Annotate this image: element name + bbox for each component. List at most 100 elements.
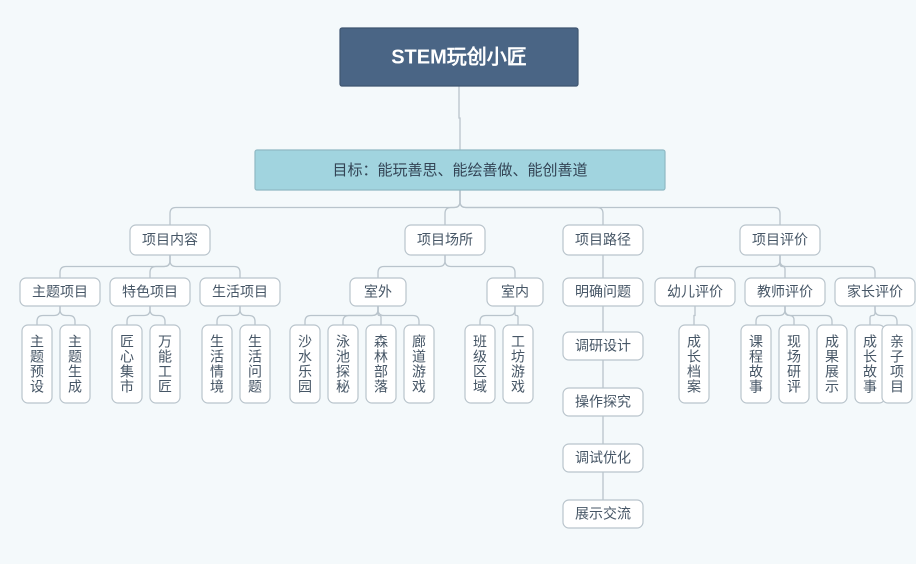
node-label: 成长档案 — [679, 325, 709, 403]
node-s13: 生活项目 — [200, 278, 280, 306]
connector — [127, 306, 150, 325]
node-l431: 成长故事 — [855, 325, 885, 403]
node-label: 生活问题 — [240, 325, 270, 403]
node-s21: 室外 — [350, 278, 406, 306]
node-label: 主题项目 — [32, 284, 88, 300]
node-c4: 项目评价 — [740, 225, 820, 255]
connector — [240, 306, 255, 325]
connector — [343, 306, 378, 325]
connector — [170, 190, 460, 225]
connector — [480, 306, 515, 325]
connector — [150, 255, 170, 278]
node-label: 森林部落 — [366, 325, 396, 403]
node-label: 成长故事 — [855, 325, 885, 403]
node-s41: 幼儿评价 — [655, 278, 735, 306]
node-root: STEM玩创小匠 — [340, 28, 578, 86]
node-label: 成果展示 — [817, 325, 847, 403]
node-p4: 调试优化 — [563, 444, 643, 472]
connector — [695, 255, 780, 278]
connector — [170, 255, 240, 278]
node-l221: 班级区域 — [465, 325, 495, 403]
connector — [217, 306, 240, 325]
connector — [37, 306, 60, 325]
connector — [875, 306, 897, 325]
node-l131: 生活情境 — [202, 325, 232, 403]
node-label: 项目路径 — [575, 232, 631, 248]
node-s42: 教师评价 — [745, 278, 825, 306]
node-label: 室内 — [501, 284, 529, 300]
node-p2: 调研设计 — [563, 332, 643, 360]
connector — [870, 306, 875, 325]
connector — [756, 306, 785, 325]
node-label: 廊道游戏 — [404, 325, 434, 403]
connector — [694, 306, 695, 325]
node-label: 亲子项目 — [882, 325, 912, 403]
node-label: 特色项目 — [122, 284, 178, 300]
node-s11: 主题项目 — [20, 278, 100, 306]
node-l213: 森林部落 — [366, 325, 396, 403]
connector — [378, 306, 419, 325]
node-l111: 主题预设 — [22, 325, 52, 403]
node-label: 目标：能玩善思、能绘善做、能创善道 — [332, 162, 587, 179]
node-label: 沙水乐园 — [290, 325, 320, 403]
node-goal: 目标：能玩善思、能绘善做、能创善道 — [255, 150, 665, 190]
node-c2: 项目场所 — [405, 225, 485, 255]
node-label: 现场研评 — [779, 325, 809, 403]
node-s12: 特色项目 — [110, 278, 190, 306]
node-label: 工坊游戏 — [503, 325, 533, 403]
node-label: 展示交流 — [575, 506, 631, 522]
connector — [445, 255, 515, 278]
nodes: STEM玩创小匠目标：能玩善思、能绘善做、能创善道项目内容 项目场所 项目路径 项目评… — [20, 28, 915, 528]
node-label: 生活项目 — [212, 284, 268, 300]
connector — [459, 86, 460, 150]
node-label: 课程故事 — [741, 325, 771, 403]
connector — [515, 306, 518, 325]
node-label: 教师评价 — [757, 284, 813, 300]
node-l222: 工坊游戏 — [503, 325, 533, 403]
node-label: 操作探究 — [575, 394, 631, 410]
node-l112: 主题生成 — [60, 325, 90, 403]
node-label: 万能工匠 — [150, 325, 180, 403]
node-label: 明确问题 — [575, 284, 631, 300]
connector — [460, 190, 780, 225]
node-s43: 家长评价 — [835, 278, 915, 306]
node-label: 项目场所 — [417, 232, 473, 248]
node-label: 匠心集市 — [112, 325, 142, 403]
node-label: 主题生成 — [60, 325, 90, 403]
connector — [150, 306, 165, 325]
node-label: STEM玩创小匠 — [391, 44, 527, 68]
node-l421: 课程故事 — [741, 325, 771, 403]
node-l132: 生活问题 — [240, 325, 270, 403]
node-l122: 万能工匠 — [150, 325, 180, 403]
node-label: 幼儿评价 — [667, 284, 723, 300]
node-c3: 项目路径 — [563, 225, 643, 255]
org-chart: STEM玩创小匠目标：能玩善思、能绘善做、能创善道项目内容 项目场所 项目路径 项目评… — [0, 0, 916, 564]
node-label: 调研设计 — [575, 338, 631, 354]
node-p5: 展示交流 — [563, 500, 643, 528]
node-l211: 沙水乐园 — [290, 325, 320, 403]
connector — [60, 306, 75, 325]
node-label: 班级区域 — [465, 325, 495, 403]
node-label: 项目内容 — [142, 232, 198, 248]
node-l423: 成果展示 — [817, 325, 847, 403]
connector — [785, 306, 832, 325]
node-label: 室外 — [364, 284, 392, 300]
node-label: 项目评价 — [752, 232, 808, 248]
connector — [378, 255, 445, 278]
node-l422: 现场研评 — [779, 325, 809, 403]
connector — [780, 255, 875, 278]
node-label: 调试优化 — [575, 450, 631, 466]
node-label: 主题预设 — [22, 325, 52, 403]
node-label: 生活情境 — [202, 325, 232, 403]
node-s31: 明确问题 — [563, 278, 643, 306]
node-l432: 亲子项目 — [882, 325, 912, 403]
node-label: 家长评价 — [847, 284, 903, 300]
node-label: 泳池探秘 — [328, 325, 358, 403]
node-l411: 成长档案 — [679, 325, 709, 403]
node-l121: 匠心集市 — [112, 325, 142, 403]
node-s22: 室内 — [487, 278, 543, 306]
node-l214: 廊道游戏 — [404, 325, 434, 403]
node-c1: 项目内容 — [130, 225, 210, 255]
node-l212: 泳池探秘 — [328, 325, 358, 403]
node-p3: 操作探究 — [563, 388, 643, 416]
